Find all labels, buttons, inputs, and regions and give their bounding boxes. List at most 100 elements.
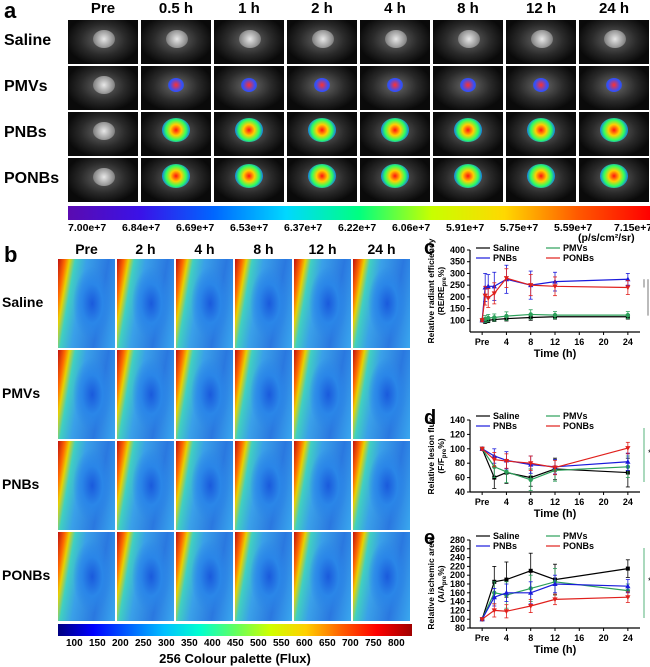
y-tick-label: 100 (450, 444, 465, 454)
y-tick-label: 120 (450, 429, 465, 439)
panel-a-signal-spot (600, 118, 628, 142)
y-tick-label: 160 (450, 588, 465, 598)
data-point-ponbs (528, 461, 534, 466)
panel-b-perfusion-image (235, 441, 292, 530)
panel-a-time-header: 12 h (525, 0, 556, 17)
y-tick-label: 400 (450, 245, 465, 255)
panel-b-colorbar-tick: 750 (365, 638, 382, 649)
data-point-saline (528, 568, 533, 573)
panel-b-perfusion-image (117, 532, 174, 621)
panel-a-image (433, 112, 503, 156)
panel-a-image (579, 66, 649, 110)
panel-a-image (287, 158, 357, 202)
chart-d: d 40 60 80 100 120 140 Pre 4 8 12 16 20 24 Time (h) Rel… (424, 407, 650, 520)
panel-b-colorbar-tick: 150 (89, 638, 106, 649)
panel-a-signal-spot (606, 78, 622, 92)
x-tick-label: 12 (550, 337, 560, 347)
data-point-pnbs (503, 590, 510, 595)
panel-b-perfusion-image (235, 259, 292, 348)
panel-a-image (287, 20, 357, 64)
x-tick-label: 16 (574, 337, 584, 347)
panel-a-image (506, 20, 576, 64)
x-tick-label: Pre (475, 633, 490, 643)
panel-a-colorbar-unit: (p/s/cm²/sr) (578, 232, 635, 244)
panel-a-signal-spot (235, 164, 263, 188)
x-tick-label: 16 (574, 497, 584, 507)
legend-label: PMVs (563, 531, 588, 541)
panel-a-image (506, 158, 576, 202)
x-tick-label: 8 (528, 497, 533, 507)
y-tick-label: 40 (455, 487, 465, 497)
panel-a-brain-shape (93, 76, 115, 94)
data-point-ponbs (491, 608, 497, 614)
y-tick-label: 80 (455, 623, 465, 633)
panel-a-time-header: 4 h (384, 0, 406, 17)
x-tick-label: 8 (528, 337, 533, 347)
chart-panel-letter: d (424, 407, 436, 429)
y-tick-label: 260 (450, 544, 465, 554)
y-tick-label: 220 (450, 561, 465, 571)
panel-b-perfusion-image (58, 350, 115, 439)
panel-a-colorbar-label: 7.15e+7 (614, 222, 650, 234)
panel-b-perfusion-image (235, 532, 292, 621)
legend-label: PNBs (493, 541, 517, 551)
panel-a-time-header: 1 h (238, 0, 260, 17)
panel-b-colorbar-tick: 250 (135, 638, 152, 649)
data-point-saline (625, 566, 630, 571)
panel-a-signal-spot (241, 78, 257, 92)
y-axis-label-unit: (RE/REpre%) (436, 267, 448, 316)
series-line-pnbs (481, 583, 628, 620)
panel-a-signal-spot (308, 164, 336, 188)
data-point-ponbs (479, 318, 485, 324)
panel-a-colorbar-label: 6.06e+7 (392, 222, 431, 234)
panel-a-image (68, 112, 138, 156)
panel-a-image (433, 158, 503, 202)
y-tick-label: 250 (450, 280, 465, 290)
x-tick-label: 8 (528, 633, 533, 643)
panel-a-signal-spot (308, 118, 336, 142)
panel-a-signal-spot (314, 78, 330, 92)
panel-b-perfusion-image (117, 350, 174, 439)
panel-a-time-header: 2 h (311, 0, 333, 17)
data-point-pnbs (485, 283, 491, 289)
panel-a-brain-shape (93, 122, 115, 140)
panel-a-image (214, 20, 284, 64)
panel-b-perfusion-image (176, 441, 233, 530)
panel-a-colorbar (68, 206, 650, 220)
panel-b-perfusion-image (353, 441, 410, 530)
panel-b-letter: b (4, 242, 18, 267)
panel-b-colorbar-tick: 200 (112, 638, 129, 649)
y-axis-label-unit: (F/Fpre%) (436, 438, 448, 473)
data-point-pnbs (625, 458, 631, 464)
panel-b-colorbar-tick: 650 (319, 638, 336, 649)
panel-a-signal-spot (527, 164, 555, 188)
y-tick-label: 200 (450, 292, 465, 302)
y-tick-label: 240 (450, 553, 465, 563)
legend-label: PMVs (563, 243, 588, 253)
panel-a-brain-shape (604, 30, 626, 48)
x-axis-label: Time (h) (534, 348, 577, 360)
series-line-saline (481, 568, 628, 620)
panel-a-time-header: 0.5 h (158, 0, 194, 17)
panel-b-row-label: PONBs (2, 567, 51, 583)
panel-a-signal-spot (235, 118, 263, 142)
legend-label: PMVs (563, 411, 588, 421)
chart-legend: Saline PMVs PNBs PONBs (476, 411, 594, 431)
data-point-ponbs (625, 446, 631, 451)
panel-a-brain-shape (93, 168, 115, 186)
y-tick-label: 120 (450, 605, 465, 615)
panel-b-perfusion-image (176, 259, 233, 348)
panel-b-perfusion-image (58, 259, 115, 348)
panel-a-brain-shape (239, 30, 261, 48)
panel-a-time-header: 24 h (598, 0, 629, 17)
panel-b-perfusion-image (294, 532, 351, 621)
y-tick-label: 100 (450, 315, 465, 325)
panel-a-colorbar-label: 6.84e+7 (122, 222, 161, 234)
panel-b-perfusion-image (176, 532, 233, 621)
y-axis-label: Relative lesion flux (426, 417, 436, 494)
x-tick-label: 4 (504, 497, 509, 507)
data-point-pmvs (528, 477, 533, 482)
panel-b-colorbar (58, 624, 412, 636)
